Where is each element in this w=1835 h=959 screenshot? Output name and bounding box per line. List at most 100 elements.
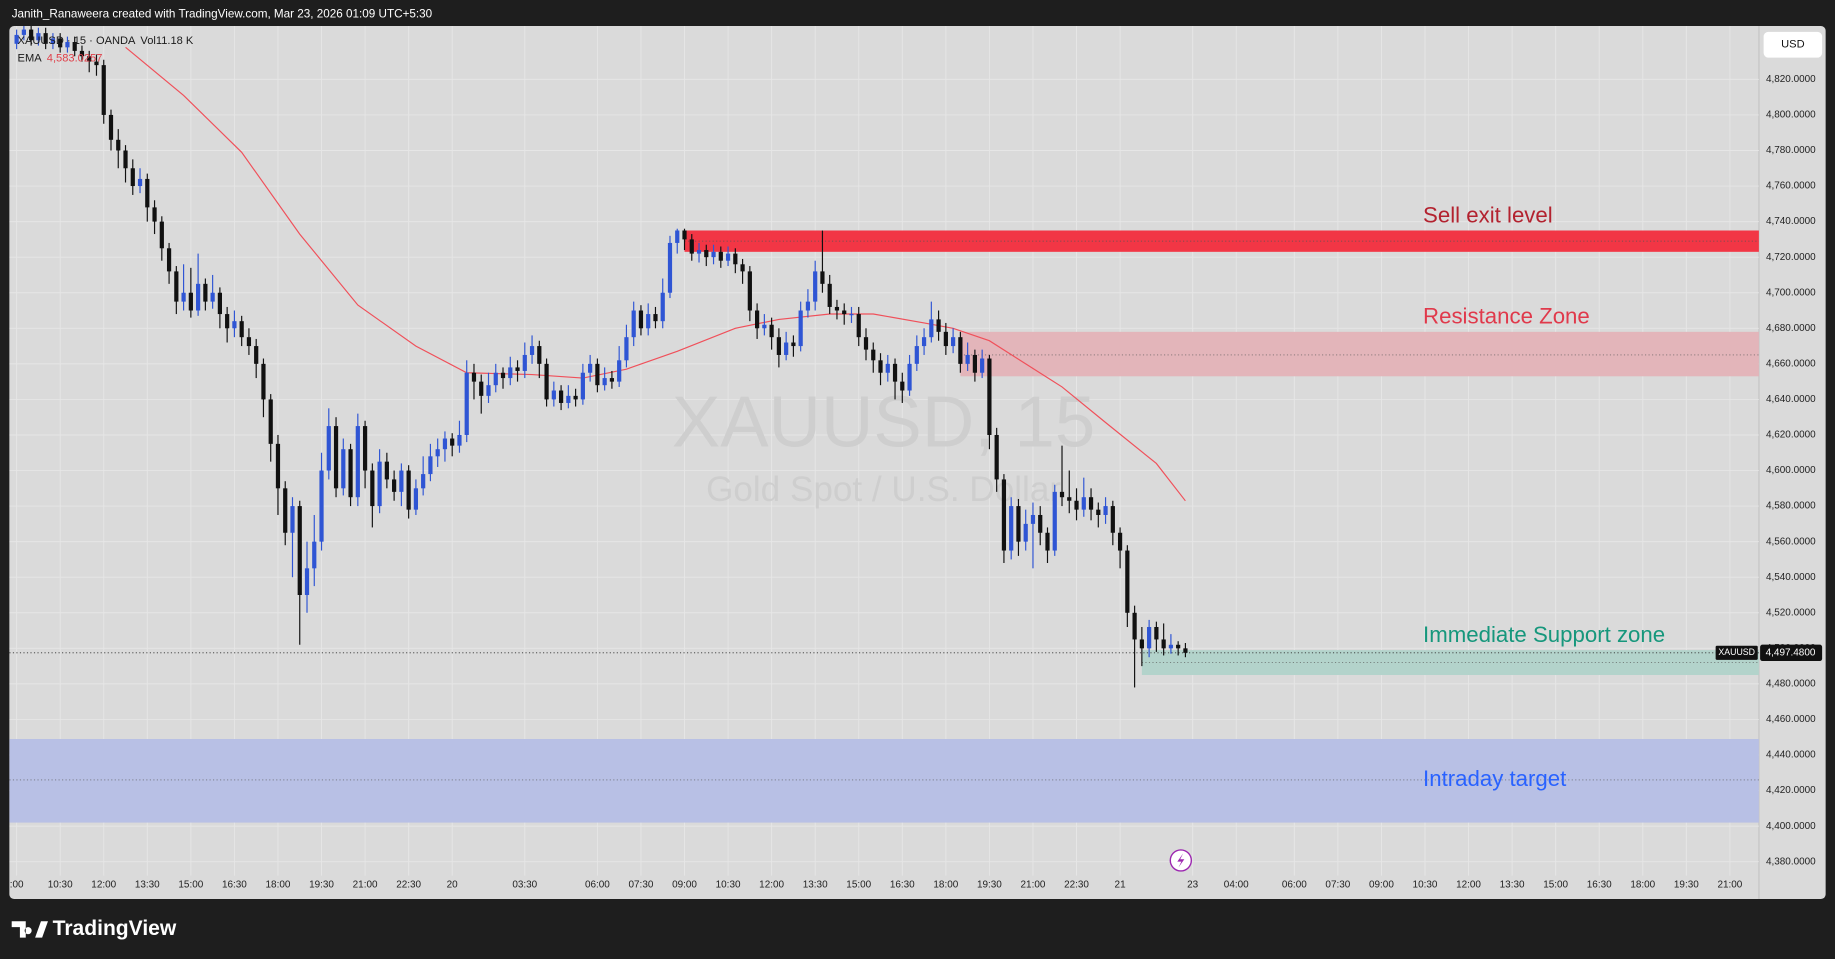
y-tick-label: 4,540.0000 <box>1766 572 1816 583</box>
candle-body <box>21 29 26 35</box>
y-tick-label: 4,520.0000 <box>1766 607 1816 618</box>
logo: TradingView <box>11 917 177 940</box>
candle-body <box>791 342 796 347</box>
watermark-sub: Gold Spot / U.S. Dollar <box>706 470 1061 509</box>
candle-body <box>500 372 506 379</box>
candle-body <box>878 360 883 373</box>
candle-body <box>108 114 114 140</box>
candle-body <box>972 354 977 373</box>
y-tick-label: 4,400.0000 <box>1766 821 1816 832</box>
candle-body <box>631 310 636 338</box>
y-tick-label: 4,660.0000 <box>1766 358 1816 369</box>
candle-body <box>87 56 92 62</box>
y-tick-label: 4,800.0000 <box>1766 110 1816 121</box>
candle-body <box>348 449 353 498</box>
candle-body <box>290 506 295 533</box>
candle-body <box>805 301 811 311</box>
x-tick-label: 15:00 <box>846 880 871 891</box>
x-tick-label: 16:30 <box>890 880 915 891</box>
candle-body <box>1045 532 1050 551</box>
candle-body <box>464 372 469 435</box>
x-tick-label: 12:00 <box>1456 880 1481 891</box>
candle-body <box>834 306 840 311</box>
candle-body <box>776 337 781 355</box>
price-tag-bg <box>1760 644 1823 662</box>
x-tick-label: 20 <box>447 880 459 891</box>
candle-body <box>515 367 520 371</box>
candle-body <box>740 264 745 272</box>
x-tick-label: 06:00 <box>585 880 610 891</box>
zone-label: Immediate Support zone <box>1423 622 1665 647</box>
x-tick-label: 22:30 <box>1064 880 1089 891</box>
candle-body <box>421 474 426 489</box>
candle-body <box>863 337 869 350</box>
candle-body <box>842 310 847 315</box>
candle-body <box>79 50 85 57</box>
candle-body <box>907 363 912 391</box>
candle-body <box>980 358 985 373</box>
candle-body <box>754 310 760 329</box>
footer-brand: TradingView <box>53 917 177 940</box>
y-tick-label: 4,460.0000 <box>1766 714 1816 725</box>
x-tick-label: 13:30 <box>135 880 160 891</box>
plot-area: XAUUSD, 15 Gold Spot / U.S. Dollar :00 10… <box>9 26 1759 891</box>
candle-body <box>232 321 237 329</box>
currency-label[interactable]: USD <box>1781 39 1804 51</box>
ema-name: EMA <box>18 53 43 65</box>
y-tick-label: 4,700.0000 <box>1766 287 1816 298</box>
candle-body <box>1001 479 1007 551</box>
zone <box>1141 650 1759 676</box>
candle-body <box>297 506 302 595</box>
candle-body <box>486 385 491 396</box>
price-tag-name-bg <box>1715 645 1758 660</box>
candle-body <box>341 449 346 489</box>
y-tick-label: 4,420.0000 <box>1766 785 1816 796</box>
candle-body <box>283 488 288 533</box>
logo-mark <box>11 921 48 938</box>
volume-info: Vol11.18 K <box>140 35 194 47</box>
price-tag-value: 4,497.4800 <box>1766 647 1816 658</box>
x-tick-label: 19:30 <box>977 880 1002 891</box>
candle-body <box>181 292 186 302</box>
currency-button[interactable] <box>1763 31 1823 58</box>
x-tick-label: 10:30 <box>716 880 741 891</box>
candle-body <box>914 346 919 364</box>
x-tick-label: 13:30 <box>1500 880 1525 891</box>
candle-body <box>1067 497 1072 501</box>
candle-body <box>319 470 324 542</box>
zone-label: Resistance Zone <box>1423 304 1590 329</box>
candle-body <box>820 271 825 284</box>
candle-body <box>725 253 731 261</box>
candle-body <box>166 248 172 272</box>
candle-body <box>508 367 513 379</box>
x-tick-label: 15:00 <box>178 880 203 891</box>
candle-body <box>660 292 665 322</box>
candle-body <box>254 346 259 364</box>
ema-line <box>125 46 1186 502</box>
x-tick-label: 18:00 <box>1630 880 1655 891</box>
candle-body <box>326 426 331 471</box>
candle-body <box>537 346 542 364</box>
candle-body <box>718 251 723 261</box>
candle-body <box>892 363 898 382</box>
candle-body <box>428 456 433 475</box>
candle-body <box>1103 506 1108 515</box>
x-tick-label: 21:00 <box>1021 880 1046 891</box>
candle-body <box>1016 506 1021 542</box>
candle-body <box>798 310 803 347</box>
candle-body <box>682 230 687 240</box>
candle-body <box>987 358 992 435</box>
x-tick-label: 19:30 <box>1674 880 1699 891</box>
candle-body <box>210 292 215 302</box>
zone <box>9 739 1759 823</box>
candle-body <box>457 434 462 446</box>
x-tick-label: 21 <box>1115 880 1127 891</box>
candle-body <box>384 461 389 480</box>
candle-body <box>159 221 164 249</box>
candle-body <box>624 337 629 361</box>
candle-body <box>152 207 157 222</box>
y-tick-label: 4,740.0000 <box>1766 216 1816 227</box>
candle-body <box>1074 500 1079 510</box>
candle-body <box>1059 491 1065 498</box>
